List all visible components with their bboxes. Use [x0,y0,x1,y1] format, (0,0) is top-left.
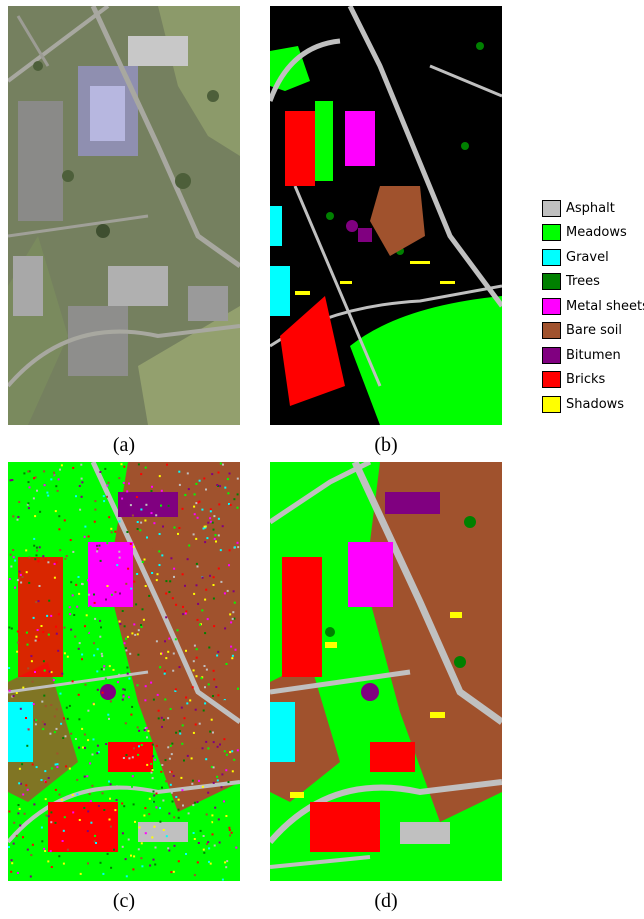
legend-label: Bricks [566,372,606,388]
legend-item: Bare soil [542,319,644,344]
legend-swatch [542,199,561,217]
legend-swatch [542,395,561,413]
legend-label: Asphalt [566,200,615,216]
legend-label: Bitumen [566,347,621,363]
caption-c: (c) [112,890,136,912]
legend-swatch [542,371,561,389]
legend-label: Shadows [566,396,625,412]
legend-label: Trees [566,274,600,290]
class-legend: Asphalt Meadows Gravel Trees Metal sheets Bar… [542,196,644,417]
legend-label: Bare soil [566,323,623,339]
legend-item: Bitumen [542,343,644,368]
legend-item: Meadows [542,221,644,246]
caption-d: (d) [374,890,398,912]
legend-item: Trees [542,270,644,295]
classification-map-c-panel [8,462,240,881]
caption-b: (b) [374,434,398,456]
legend-label: Metal sheets [566,298,644,314]
legend-item: Asphalt [542,196,644,221]
legend-swatch [542,224,561,242]
legend-item: Shadows [542,392,644,417]
ground-truth-map-panel [270,6,502,425]
legend-swatch [542,297,561,315]
classification-map-c [8,462,240,881]
legend-label: Meadows [566,225,627,241]
legend-item: Metal sheets [542,294,644,319]
ground-truth-map [270,6,502,425]
satellite-image [8,6,240,425]
legend-swatch [542,346,561,364]
classification-map-d [270,462,502,881]
legend-swatch [542,322,561,340]
legend-item: Gravel [542,245,644,270]
legend-swatch [542,248,561,266]
legend-swatch [542,273,561,291]
caption-a: (a) [112,434,136,456]
legend-label: Gravel [566,249,609,265]
satellite-image-panel [8,6,240,425]
classification-map-d-panel [270,462,502,881]
legend-item: Bricks [542,368,644,393]
